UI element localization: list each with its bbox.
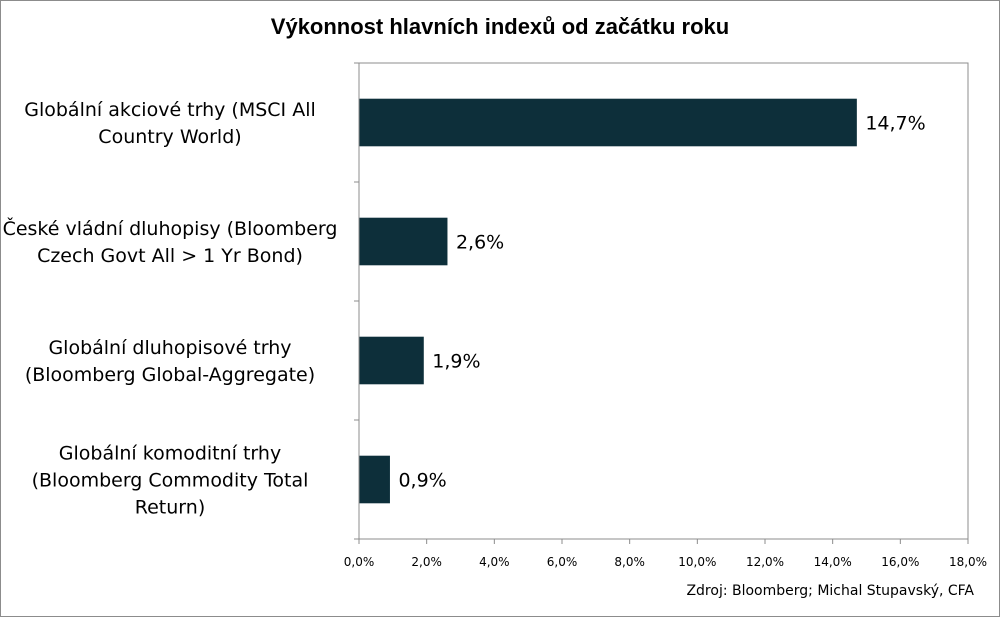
bar <box>359 336 424 385</box>
category-label: (Bloomberg Global-Aggregate) <box>25 364 315 386</box>
x-tick-label: 2,0% <box>411 555 442 569</box>
category-label: Globální komoditní trhy <box>59 443 281 465</box>
x-tick-label: 14,0% <box>814 555 852 569</box>
data-label: 14,7% <box>865 113 925 135</box>
bar <box>359 98 857 147</box>
bar <box>359 455 390 504</box>
x-tick-label: 12,0% <box>746 555 784 569</box>
x-tick-label: 18,0% <box>949 555 987 569</box>
data-label: 1,9% <box>432 351 480 373</box>
category-label: (Bloomberg Commodity Total <box>32 470 309 492</box>
data-label: 0,9% <box>398 470 446 492</box>
category-label: Country World) <box>98 126 241 148</box>
bar <box>359 217 448 266</box>
category-label: Globální dluhopisové trhy <box>48 337 291 359</box>
x-tick-label: 10,0% <box>678 555 716 569</box>
chart-title: Výkonnost hlavních indexů od začátku rok… <box>270 14 730 39</box>
source-note: Zdroj: Bloomberg; Michal Stupavský, CFA <box>686 583 974 599</box>
x-tick-label: 16,0% <box>881 555 919 569</box>
category-label: Globální akciové trhy (MSCI All <box>24 99 316 121</box>
x-tick-label: 8,0% <box>614 555 645 569</box>
category-label: České vládní dluhopisy (Bloomberg <box>3 216 338 240</box>
x-tick-label: 6,0% <box>547 555 578 569</box>
category-label: Return) <box>135 497 205 519</box>
data-label: 2,6% <box>456 232 504 254</box>
x-tick-label: 0,0% <box>344 555 375 569</box>
category-label: Czech Govt All > 1 Yr Bond) <box>37 245 303 267</box>
x-tick-label: 4,0% <box>479 555 510 569</box>
